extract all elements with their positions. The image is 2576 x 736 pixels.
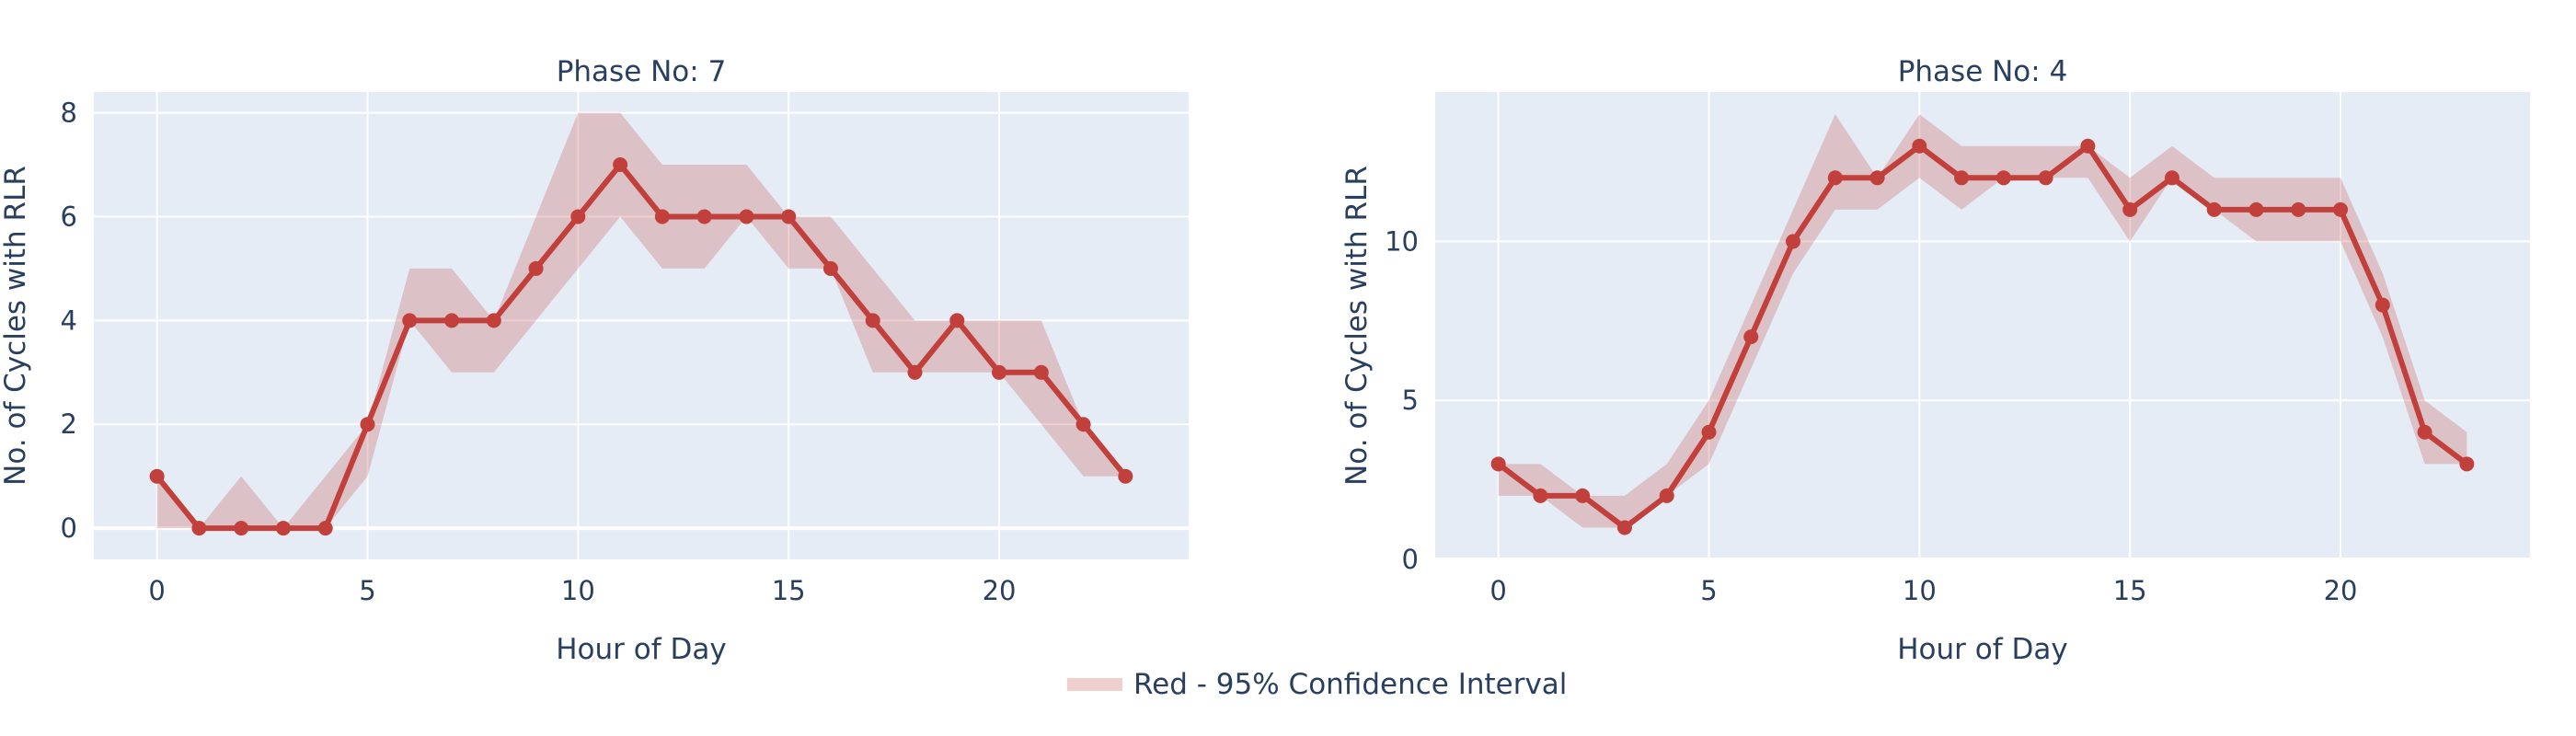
data-point — [149, 468, 165, 484]
data-point — [2206, 201, 2222, 217]
x-tick-label: 15 — [772, 575, 806, 606]
data-point — [739, 209, 754, 224]
data-point — [2459, 456, 2475, 472]
data-point — [1827, 170, 1843, 186]
data-point — [234, 521, 249, 536]
data-point — [2248, 201, 2264, 217]
data-point — [1575, 488, 1591, 503]
data-point — [402, 313, 418, 328]
data-point — [992, 364, 1007, 380]
data-point — [2417, 424, 2432, 440]
x-tick-label: 0 — [1489, 575, 1506, 606]
data-point — [654, 209, 670, 224]
x-tick-label: 20 — [983, 575, 1017, 606]
plot-area — [1435, 92, 2530, 559]
data-point — [1995, 170, 2011, 186]
y-tick-label: 2 — [61, 408, 77, 440]
data-point — [486, 313, 501, 328]
legend-swatch-ci — [1067, 678, 1122, 691]
data-point — [1075, 417, 1091, 432]
y-tick-label: 10 — [1385, 225, 1419, 257]
chart-title: Phase No: 4 — [1898, 55, 2068, 88]
data-point — [781, 209, 797, 224]
data-point — [1616, 520, 1632, 535]
data-point — [613, 157, 628, 173]
data-point — [1869, 170, 1885, 186]
data-point — [822, 260, 838, 276]
data-point — [2375, 297, 2390, 313]
data-point — [444, 313, 460, 328]
chart-panel-1: 0 5 10 15 20 0 2 4 6 8 Phase No: 7 Hour of Day No. o… — [0, 55, 1189, 666]
confidence-band — [1498, 114, 2467, 528]
legend: Red - 95% Confidence Interval — [1067, 668, 1567, 701]
x-axis-label: Hour of Day — [1897, 633, 2067, 666]
data-point — [1786, 234, 1801, 249]
data-point — [696, 209, 712, 224]
x-tick-label: 0 — [148, 575, 165, 606]
y-axis-label: No. of Cycles with RLR — [1340, 166, 1374, 486]
data-point — [191, 521, 207, 536]
data-point — [2291, 201, 2306, 217]
data-point — [1033, 364, 1049, 380]
data-point — [1533, 488, 1548, 503]
data-point — [360, 417, 375, 432]
data-point — [1490, 456, 1506, 472]
x-tick-label: 15 — [2113, 575, 2147, 606]
data-point — [2164, 170, 2179, 186]
data-point — [949, 313, 965, 328]
data-point — [865, 313, 880, 328]
data-point — [2038, 170, 2053, 186]
data-point — [275, 521, 291, 536]
data-point — [1743, 329, 1759, 345]
data-point — [907, 364, 923, 380]
legend-label: Red - 95% Confidence Interval — [1133, 668, 1568, 701]
y-tick-label: 6 — [61, 201, 77, 232]
data-point — [1954, 170, 1970, 186]
y-tick-label: 8 — [61, 98, 77, 129]
y-tick-label: 0 — [1402, 544, 1419, 575]
chart-panel-2: 0 5 10 15 20 0 5 10 Phase No: 4 Hour of Day No. of… — [1340, 55, 2530, 666]
x-tick-label: 10 — [1903, 575, 1937, 606]
plot-area — [94, 92, 1189, 559]
data-point — [1912, 138, 1927, 154]
y-axis-label: No. of Cycles with RLR — [0, 166, 32, 486]
data-point — [528, 260, 544, 276]
data-point — [2080, 138, 2096, 154]
x-tick-label: 5 — [1700, 575, 1717, 606]
y-tick-label: 4 — [61, 305, 77, 336]
confidence-band — [156, 112, 1126, 529]
data-point — [317, 521, 333, 536]
x-tick-label: 5 — [359, 575, 375, 606]
x-tick-label: 10 — [561, 575, 595, 606]
data-point — [1659, 488, 1674, 503]
x-tick-label: 20 — [2324, 575, 2358, 606]
y-tick-label: 0 — [61, 512, 77, 544]
data-point — [570, 209, 586, 224]
data-point — [1118, 468, 1133, 484]
data-point — [2333, 201, 2349, 217]
data-point — [2122, 201, 2138, 217]
x-axis-label: Hour of Day — [556, 633, 726, 666]
y-tick-label: 5 — [1402, 385, 1419, 416]
chart-title: Phase No: 7 — [557, 55, 727, 88]
data-point — [1701, 424, 1717, 440]
